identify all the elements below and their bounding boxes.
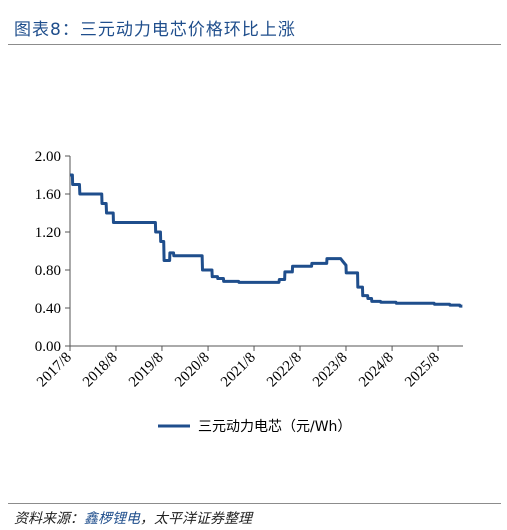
x-tick-label: 2021/8 xyxy=(218,350,259,391)
x-tick-label: 2018/8 xyxy=(80,350,121,391)
x-tick-label: 2025/8 xyxy=(402,350,443,391)
legend-label: 三元动力电芯（元/Wh） xyxy=(198,419,351,435)
source-note: 资料来源：鑫椤锂电，太平洋证券整理 xyxy=(14,508,252,528)
y-tick-label: 0.80 xyxy=(35,263,61,279)
y-tick-label: 2.00 xyxy=(35,149,61,165)
chart-title: 图表8：三元动力电芯价格环比上涨 xyxy=(14,20,296,40)
y-tick-label: 0.40 xyxy=(35,301,61,317)
x-tick-label: 2019/8 xyxy=(126,350,167,391)
y-tick-label: 1.20 xyxy=(35,225,61,241)
x-tick-label: 2020/8 xyxy=(172,350,213,391)
source-rest: ，太平洋证券整理 xyxy=(140,511,252,527)
y-tick-label: 0.00 xyxy=(35,339,61,355)
legend: 三元动力电芯（元/Wh） xyxy=(158,419,351,435)
x-tick-label: 2023/8 xyxy=(310,350,351,391)
axes: 0.00 0.40 0.80 1.20 1.60 2.00 2017/8 2018/8 2019… xyxy=(34,149,463,390)
bottom-divider xyxy=(8,503,501,504)
top-divider xyxy=(8,44,501,45)
y-tick-label: 1.60 xyxy=(35,187,61,203)
x-tick-label: 2017/8 xyxy=(34,350,75,391)
source-highlight: 鑫椤锂电 xyxy=(84,511,140,527)
x-tick-label: 2024/8 xyxy=(356,350,397,391)
source-prefix: 资料来源： xyxy=(14,511,84,527)
x-tick-label: 2022/8 xyxy=(264,350,305,391)
series-layer xyxy=(70,173,463,308)
series-line-0 xyxy=(70,173,463,308)
